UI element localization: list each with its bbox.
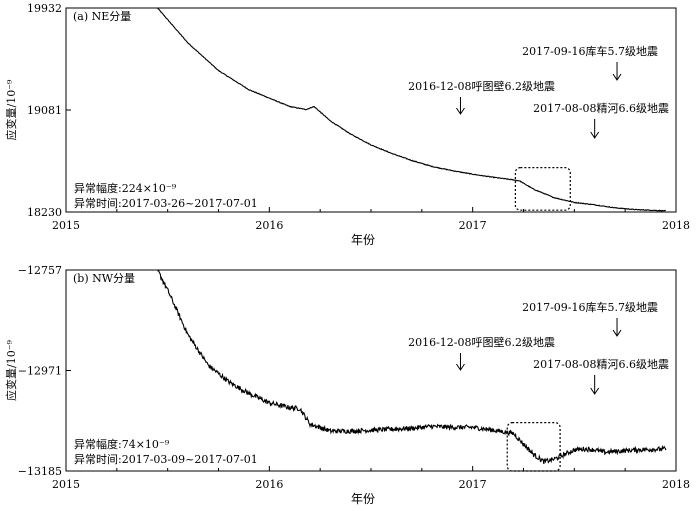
anomaly-box — [514, 167, 571, 211]
x-tick-label: 2016 — [255, 478, 283, 491]
x-tick-label: 2017 — [459, 219, 487, 232]
x-axis-label: 年份 — [351, 492, 375, 506]
event-annotation: 2017-08-08精河6.6级地震 — [533, 358, 669, 371]
x-tick-label: 2018 — [662, 478, 690, 491]
event-arrow-head — [612, 73, 622, 81]
series-line — [157, 8, 666, 212]
y-tick-label: 18230 — [27, 206, 62, 219]
anomaly-box — [506, 422, 561, 472]
x-tick-label: 2015 — [52, 478, 80, 491]
anomaly-time: 异常时间:2017-03-09~2017-07-01 — [74, 453, 258, 466]
event-arrow-head — [590, 131, 600, 139]
y-tick-label: −12757 — [18, 264, 62, 277]
y-axis-label: 应变量/10⁻⁹ — [4, 339, 18, 401]
y-tick-label: −13185 — [18, 465, 62, 478]
y-tick-label: 19932 — [27, 2, 62, 15]
x-tick-label: 2016 — [255, 219, 283, 232]
series-line — [157, 270, 667, 464]
event-annotation: 2016-12-08呼图壁6.2级地震 — [408, 79, 555, 93]
x-axis-label: 年份 — [351, 233, 375, 247]
event-annotation: 2017-08-08精河6.6级地震 — [533, 102, 669, 115]
anomaly-amplitude: 异常幅度:74×10⁻⁹ — [74, 437, 170, 451]
event-arrow-head — [590, 387, 600, 395]
event-arrow-head — [456, 107, 465, 115]
anomaly-time: 异常时间:2017-03-26~2017-07-01 — [74, 197, 258, 210]
x-tick-label: 2017 — [459, 478, 487, 491]
event-arrow-head — [456, 363, 465, 371]
event-arrow-head — [612, 329, 622, 337]
y-tick-label: −12971 — [18, 365, 62, 378]
y-tick-label: 19081 — [27, 104, 62, 117]
panel-label: (a) NE分量 — [73, 10, 131, 23]
event-annotation: 2017-09-16库车5.7级地震 — [522, 300, 658, 314]
event-annotation: 2017-09-16库车5.7级地震 — [522, 44, 658, 58]
x-tick-label: 2018 — [662, 219, 690, 232]
y-axis-label: 应变量/10⁻⁹ — [4, 79, 18, 141]
panel-label: (b) NW分量 — [73, 272, 135, 285]
event-annotation: 2016-12-08呼图壁6.2级地震 — [408, 335, 555, 349]
anomaly-amplitude: 异常幅度:224×10⁻⁹ — [74, 181, 177, 195]
x-tick-label: 2015 — [52, 219, 80, 232]
